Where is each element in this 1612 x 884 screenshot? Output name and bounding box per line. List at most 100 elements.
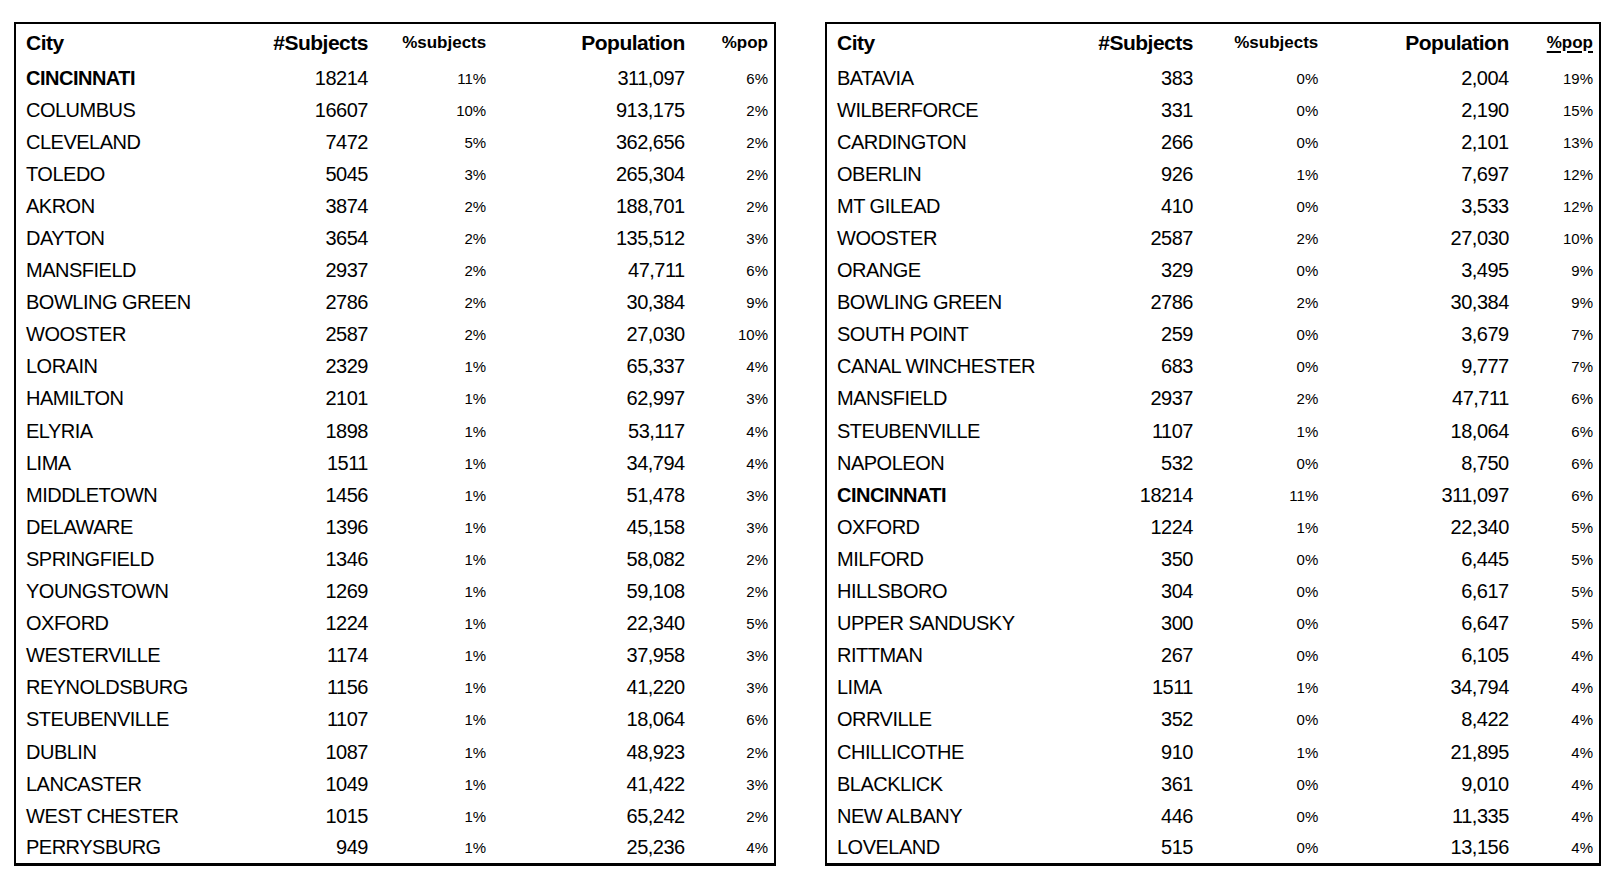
population-cell: 6,445 bbox=[1324, 543, 1514, 575]
header-pct-subjects-label: %subjects bbox=[1234, 33, 1318, 52]
pct-pop-cell: 4% bbox=[1515, 736, 1600, 768]
population-cell: 9,010 bbox=[1324, 768, 1514, 800]
header-population-label: Population bbox=[1405, 31, 1509, 54]
population-cell: 41,220 bbox=[492, 672, 691, 704]
pct-subjects-cell: 0% bbox=[1199, 94, 1324, 126]
table-row: BOWLING GREEN27862%30,3849% bbox=[15, 287, 775, 319]
table-row: BLACKLICK3610%9,0104% bbox=[826, 768, 1600, 800]
subjects-cell: 2587 bbox=[1077, 222, 1199, 254]
table-row: LOVELAND5150%13,1564% bbox=[826, 832, 1600, 864]
population-cell: 47,711 bbox=[492, 255, 691, 287]
city-cell: OXFORD bbox=[15, 608, 256, 640]
subjects-cell: 18214 bbox=[1077, 479, 1199, 511]
subjects-cell: 410 bbox=[1077, 190, 1199, 222]
population-cell: 311,097 bbox=[492, 62, 691, 94]
pct-pop-cell: 6% bbox=[1515, 383, 1600, 415]
city-cell: HAMILTON bbox=[15, 383, 256, 415]
subjects-cell: 515 bbox=[1077, 832, 1199, 864]
pct-subjects-cell: 0% bbox=[1199, 447, 1324, 479]
subjects-cell: 926 bbox=[1077, 158, 1199, 190]
pct-subjects-cell: 2% bbox=[374, 255, 492, 287]
table-row: WOOSTER25872%27,03010% bbox=[15, 319, 775, 351]
pct-subjects-cell: 1% bbox=[1199, 415, 1324, 447]
pct-pop-cell: 3% bbox=[691, 383, 775, 415]
subjects-cell: 1107 bbox=[256, 704, 374, 736]
city-cell: LANCASTER bbox=[15, 768, 256, 800]
city-cell: DELAWARE bbox=[15, 511, 256, 543]
city-cell: WILBERFORCE bbox=[826, 94, 1077, 126]
pct-pop-cell: 2% bbox=[691, 543, 775, 575]
pct-pop-cell: 2% bbox=[691, 736, 775, 768]
header-subjects-label: #Subjects bbox=[273, 31, 368, 54]
header-row: City #Subjects %subjects Population %pop bbox=[826, 23, 1600, 62]
city-cell: BOWLING GREEN bbox=[826, 287, 1077, 319]
pct-pop-cell: 2% bbox=[691, 190, 775, 222]
population-cell: 30,384 bbox=[1324, 287, 1514, 319]
pct-subjects-cell: 1% bbox=[1199, 736, 1324, 768]
city-cell: CINCINNATI bbox=[826, 479, 1077, 511]
header-city-label: City bbox=[26, 31, 64, 54]
table-row: WOOSTER25872%27,03010% bbox=[826, 222, 1600, 254]
subjects-cell: 331 bbox=[1077, 94, 1199, 126]
city-cell: UPPER SANDUSKY bbox=[826, 608, 1077, 640]
population-cell: 62,997 bbox=[492, 383, 691, 415]
subjects-cell: 1456 bbox=[256, 479, 374, 511]
pct-subjects-cell: 1% bbox=[1199, 158, 1324, 190]
subjects-cell: 1269 bbox=[256, 576, 374, 608]
subjects-cell: 7472 bbox=[256, 126, 374, 158]
population-cell: 41,422 bbox=[492, 768, 691, 800]
population-cell: 48,923 bbox=[492, 736, 691, 768]
subjects-cell: 383 bbox=[1077, 62, 1199, 94]
subjects-cell: 2786 bbox=[256, 287, 374, 319]
population-cell: 913,175 bbox=[492, 94, 691, 126]
subjects-cell: 2329 bbox=[256, 351, 374, 383]
city-cell: LORAIN bbox=[15, 351, 256, 383]
population-cell: 22,340 bbox=[492, 608, 691, 640]
city-cell: LIMA bbox=[15, 447, 256, 479]
population-cell: 18,064 bbox=[492, 704, 691, 736]
subjects-cell: 2786 bbox=[1077, 287, 1199, 319]
subjects-cell: 352 bbox=[1077, 704, 1199, 736]
city-cell: MANSFIELD bbox=[826, 383, 1077, 415]
header-population: Population bbox=[1324, 23, 1514, 62]
table-row: MIDDLETOWN14561%51,4783% bbox=[15, 479, 775, 511]
pct-subjects-cell: 0% bbox=[1199, 126, 1324, 158]
pct-subjects-cell: 0% bbox=[1199, 543, 1324, 575]
pct-pop-cell: 15% bbox=[1515, 94, 1600, 126]
city-cell: YOUNGSTOWN bbox=[15, 576, 256, 608]
pct-subjects-cell: 1% bbox=[374, 672, 492, 704]
table-row: MANSFIELD29372%47,7116% bbox=[826, 383, 1600, 415]
table-row: MANSFIELD29372%47,7116% bbox=[15, 255, 775, 287]
table-cities-by-subjects: City #Subjects %subjects Population %pop… bbox=[14, 22, 776, 866]
table-row: YOUNGSTOWN12691%59,1082% bbox=[15, 576, 775, 608]
table-row: ORANGE3290%3,4959% bbox=[826, 255, 1600, 287]
population-cell: 30,384 bbox=[492, 287, 691, 319]
pct-pop-cell: 4% bbox=[691, 447, 775, 479]
header-pct-pop: %pop bbox=[1515, 23, 1600, 62]
table-row: LANCASTER10491%41,4223% bbox=[15, 768, 775, 800]
table-row: COLUMBUS1660710%913,1752% bbox=[15, 94, 775, 126]
pct-pop-cell: 3% bbox=[691, 222, 775, 254]
population-cell: 265,304 bbox=[492, 158, 691, 190]
pct-subjects-cell: 1% bbox=[374, 640, 492, 672]
pct-subjects-cell: 1% bbox=[374, 351, 492, 383]
pct-subjects-cell: 0% bbox=[1199, 640, 1324, 672]
population-cell: 11,335 bbox=[1324, 800, 1514, 832]
subjects-cell: 1087 bbox=[256, 736, 374, 768]
pct-pop-cell: 4% bbox=[1515, 640, 1600, 672]
table-row: OXFORD12241%22,3405% bbox=[15, 608, 775, 640]
subjects-cell: 949 bbox=[256, 832, 374, 864]
table-row: ELYRIA18981%53,1174% bbox=[15, 415, 775, 447]
header-row: City #Subjects %subjects Population %pop bbox=[15, 23, 775, 62]
subjects-cell: 683 bbox=[1077, 351, 1199, 383]
pct-subjects-cell: 0% bbox=[1199, 800, 1324, 832]
city-cell: CLEVELAND bbox=[15, 126, 256, 158]
pct-subjects-cell: 1% bbox=[374, 415, 492, 447]
pct-subjects-cell: 0% bbox=[1199, 608, 1324, 640]
subjects-cell: 3654 bbox=[256, 222, 374, 254]
pct-pop-cell: 9% bbox=[691, 287, 775, 319]
pct-pop-cell: 5% bbox=[1515, 576, 1600, 608]
pct-subjects-cell: 11% bbox=[1199, 479, 1324, 511]
city-cell: MT GILEAD bbox=[826, 190, 1077, 222]
table-row: DUBLIN10871%48,9232% bbox=[15, 736, 775, 768]
